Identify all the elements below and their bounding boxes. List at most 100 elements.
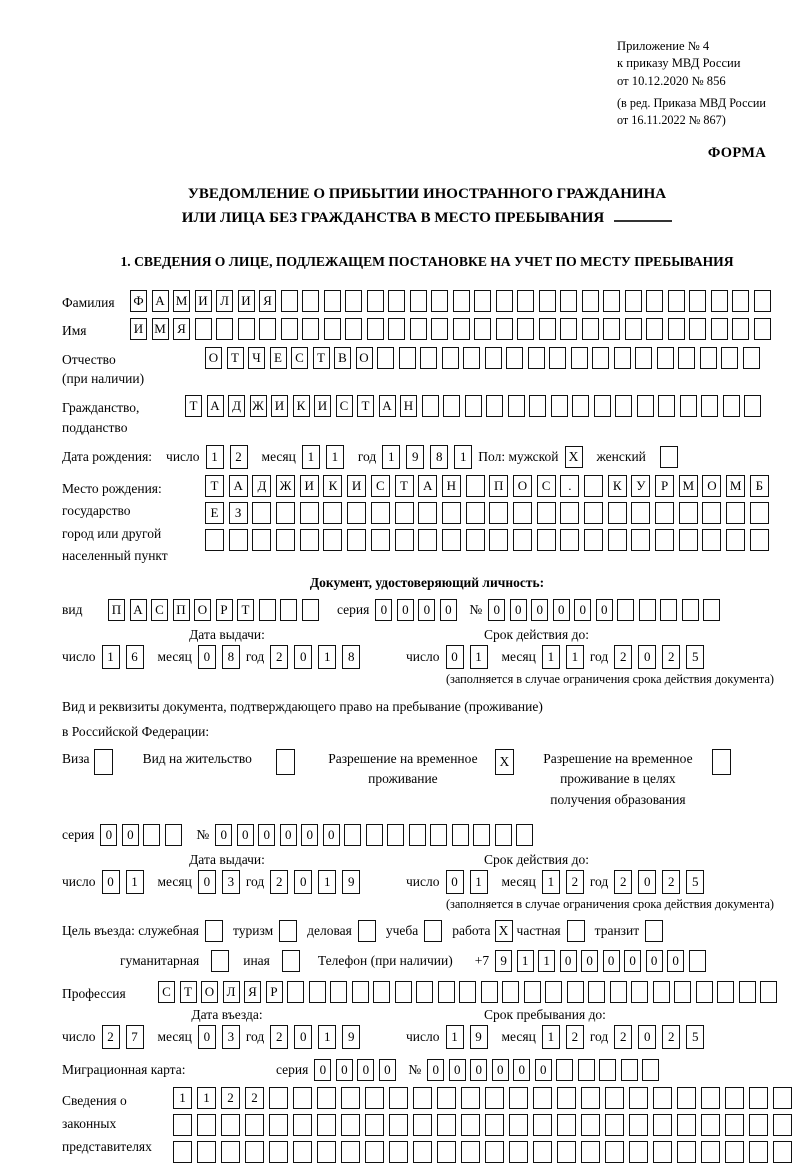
char-cell[interactable]: [437, 980, 455, 1003]
char-cell[interactable]: 0: [559, 949, 577, 972]
char-cell[interactable]: 0: [294, 1025, 313, 1050]
char-cell[interactable]: Р: [655, 475, 675, 498]
char-cell[interactable]: [418, 529, 438, 552]
char-cell[interactable]: [394, 980, 412, 1003]
char-cell[interactable]: [345, 289, 362, 312]
char-cell[interactable]: [221, 1114, 240, 1137]
char-cell[interactable]: [702, 502, 722, 525]
char-cell[interactable]: [560, 318, 577, 341]
char-cell[interactable]: 0: [427, 1059, 445, 1082]
char-cell[interactable]: О: [205, 346, 222, 369]
char-cell[interactable]: 2: [270, 645, 289, 670]
char-cell[interactable]: [605, 1141, 624, 1163]
char-cell[interactable]: [409, 289, 427, 312]
char-cell[interactable]: [753, 318, 771, 341]
char-cell[interactable]: [581, 289, 599, 312]
char-cell[interactable]: [299, 529, 319, 552]
char-cell[interactable]: 0: [301, 823, 319, 846]
char-cell[interactable]: Р: [265, 980, 283, 1003]
char-cell[interactable]: [550, 395, 568, 418]
char-cell[interactable]: [581, 1114, 600, 1137]
char-cell[interactable]: [678, 502, 698, 525]
char-cell[interactable]: [636, 395, 654, 418]
char-cell[interactable]: [341, 1114, 360, 1137]
char-cell[interactable]: М: [678, 475, 698, 498]
char-cell[interactable]: И: [299, 475, 319, 498]
char-cell[interactable]: [710, 289, 728, 312]
char-cell[interactable]: [581, 1087, 600, 1110]
char-cell[interactable]: [394, 502, 414, 525]
char-cell[interactable]: 0: [581, 949, 599, 972]
char-cell[interactable]: [474, 289, 491, 312]
char-cell[interactable]: Д: [252, 475, 272, 498]
char-cell[interactable]: И: [237, 289, 255, 312]
char-cell[interactable]: [744, 395, 761, 418]
char-cell[interactable]: [509, 1141, 528, 1163]
char-cell[interactable]: [556, 1059, 574, 1082]
char-cell[interactable]: [701, 395, 718, 418]
char-cell[interactable]: [299, 502, 319, 525]
char-cell[interactable]: Т: [357, 395, 374, 418]
char-cell[interactable]: 0: [574, 599, 592, 622]
char-cell[interactable]: [330, 980, 347, 1003]
char-cell[interactable]: И: [314, 395, 331, 418]
char-cell[interactable]: 0: [322, 823, 340, 846]
char-cell[interactable]: 0: [645, 949, 663, 972]
char-cell[interactable]: [143, 823, 161, 846]
char-cell[interactable]: [237, 318, 255, 341]
char-cell[interactable]: [373, 980, 390, 1003]
char-cell[interactable]: 1: [538, 949, 556, 972]
char-cell[interactable]: [653, 1087, 672, 1110]
char-cell[interactable]: 8: [221, 645, 240, 670]
char-cell[interactable]: 0: [448, 1059, 466, 1082]
char-cell[interactable]: [421, 395, 439, 418]
char-cell[interactable]: [533, 1141, 552, 1163]
purpose-transit-checkbox[interactable]: [645, 919, 664, 942]
char-cell[interactable]: 0: [513, 1059, 531, 1082]
char-cell[interactable]: И: [194, 289, 212, 312]
char-cell[interactable]: 0: [335, 1059, 353, 1082]
char-cell[interactable]: [345, 318, 362, 341]
char-cell[interactable]: [258, 599, 276, 622]
char-cell[interactable]: [533, 1114, 552, 1137]
char-cell[interactable]: 2: [614, 1025, 633, 1050]
char-cell[interactable]: 1: [318, 869, 337, 894]
char-cell[interactable]: [388, 318, 405, 341]
char-cell[interactable]: О: [194, 599, 211, 622]
char-cell[interactable]: [245, 1141, 264, 1163]
purpose-business-checkbox[interactable]: [357, 919, 376, 942]
char-cell[interactable]: [164, 823, 182, 846]
char-cell[interactable]: [451, 823, 469, 846]
char-cell[interactable]: [584, 502, 603, 525]
char-cell[interactable]: 1: [565, 645, 584, 670]
char-cell[interactable]: [517, 318, 534, 341]
purpose-official-checkbox[interactable]: [205, 919, 223, 942]
char-cell[interactable]: [658, 395, 675, 418]
char-cell[interactable]: [269, 1141, 288, 1163]
char-cell[interactable]: 3: [221, 1025, 240, 1050]
char-cell[interactable]: [465, 529, 485, 552]
char-cell[interactable]: Е: [205, 502, 224, 525]
char-cell[interactable]: [588, 980, 605, 1003]
char-cell[interactable]: 1: [541, 1025, 560, 1050]
char-cell[interactable]: [529, 395, 546, 418]
char-cell[interactable]: 0: [602, 949, 620, 972]
temp-residence-edu-checkbox[interactable]: [711, 749, 731, 776]
char-cell[interactable]: Е: [269, 346, 287, 369]
char-cell[interactable]: В: [334, 346, 351, 369]
char-cell[interactable]: 2: [614, 645, 633, 670]
char-cell[interactable]: 3: [221, 869, 240, 894]
char-cell[interactable]: [194, 318, 212, 341]
char-cell[interactable]: [495, 289, 513, 312]
char-cell[interactable]: 1: [325, 445, 344, 470]
char-cell[interactable]: 0: [552, 599, 570, 622]
char-cell[interactable]: Ж: [276, 475, 296, 498]
char-cell[interactable]: 1: [205, 445, 224, 470]
char-cell[interactable]: [317, 1114, 336, 1137]
char-cell[interactable]: [437, 1141, 456, 1163]
char-cell[interactable]: 1: [197, 1087, 216, 1110]
char-cell[interactable]: [387, 823, 405, 846]
char-cell[interactable]: [557, 1114, 576, 1137]
temp-residence-checkbox[interactable]: X: [494, 749, 514, 776]
char-cell[interactable]: [577, 1059, 595, 1082]
